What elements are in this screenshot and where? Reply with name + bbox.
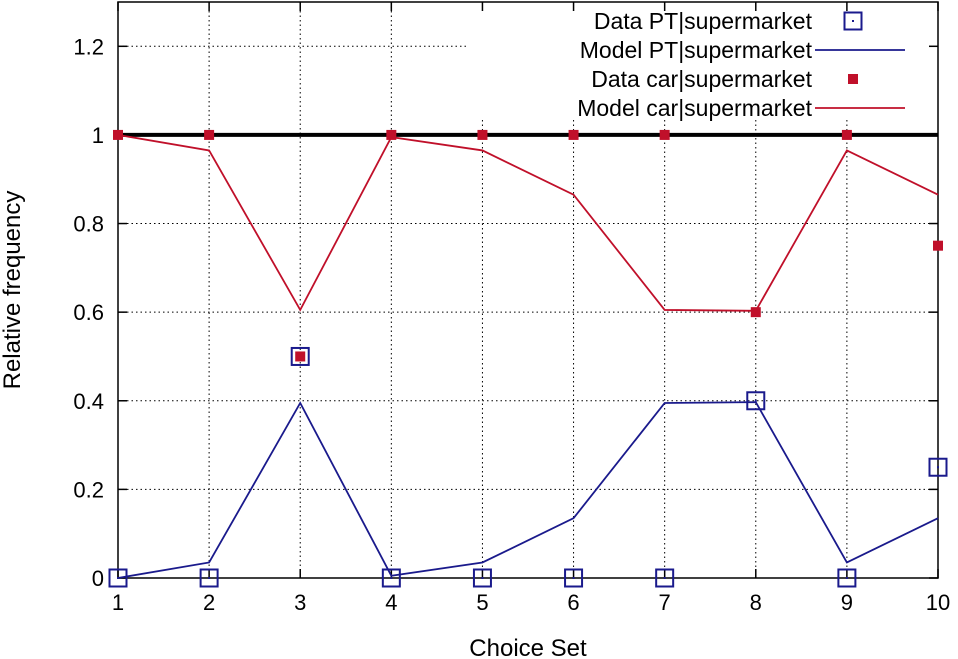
x-axis-label: Choice Set (469, 635, 587, 659)
data-point (933, 240, 943, 251)
data-point-center (754, 399, 757, 402)
data-point-center (390, 577, 393, 579)
data-point-center (663, 577, 666, 579)
y-tick-label: 0 (92, 566, 104, 591)
y-tick-label: 0.6 (73, 300, 104, 325)
y-tick-label: 0.2 (73, 477, 104, 502)
series-line (117, 134, 939, 312)
series-1 (117, 401, 939, 579)
data-point (295, 351, 306, 362)
data-point-center (937, 466, 939, 469)
y-axis-label: Relative frequency (0, 191, 26, 390)
data-point (564, 568, 584, 588)
x-tick-label: 5 (476, 590, 488, 615)
legend-marker-swatch (848, 74, 858, 84)
plot-frame (117, 1, 939, 579)
ticks: 1 2 3 4 5 6 7 8 9 10 0 0.2 0.4 0.6 0.8 1 1.2 (73, 2, 950, 615)
data-point (655, 568, 675, 588)
legend-marker-swatch (843, 11, 863, 31)
series-line (117, 401, 939, 579)
series-2 (113, 129, 943, 362)
x-tick-label: 9 (841, 590, 853, 615)
data-point (199, 568, 219, 588)
series-layer (108, 129, 948, 588)
legend-entry: Model car|supermarket (577, 95, 905, 121)
x-tick-label: 3 (294, 590, 306, 615)
data-point (928, 457, 948, 477)
y-tick-label: 0.4 (73, 389, 104, 414)
data-point (568, 129, 579, 140)
y-tick-label: 1.2 (73, 34, 104, 59)
data-point (841, 129, 852, 140)
data-point-center (208, 577, 211, 579)
data-point (659, 129, 670, 140)
data-point-center (572, 577, 575, 579)
data-point (837, 568, 857, 588)
legend-label: Data car|supermarket (591, 66, 812, 92)
data-point (204, 129, 215, 140)
legend-label: Model car|supermarket (577, 95, 812, 121)
legend-entry: Model PT|supermarket (580, 37, 905, 63)
x-tick-label: 8 (750, 590, 762, 615)
data-point-center (845, 577, 848, 579)
data-point (113, 129, 123, 140)
series-3 (117, 134, 939, 312)
x-tick-label: 7 (659, 590, 671, 615)
data-point (472, 568, 492, 588)
data-point (750, 307, 761, 318)
legend-label: Data PT|supermarket (594, 8, 813, 34)
data-point-center (117, 577, 119, 579)
x-tick-label: 4 (385, 590, 397, 615)
x-tick-label: 2 (203, 590, 215, 615)
x-tick-label: 1 (112, 590, 124, 615)
legend-entry: Data car|supermarket (591, 66, 858, 92)
data-point-center (481, 577, 484, 579)
legend: Data PT|supermarket Model PT|supermarket D… (577, 8, 905, 121)
y-tick-label: 1 (92, 123, 104, 148)
data-point (477, 129, 488, 140)
x-tick-label: 10 (926, 590, 950, 615)
grid (118, 2, 938, 578)
data-point (746, 391, 766, 411)
series-0 (108, 346, 948, 588)
legend-entry: Data PT|supermarket (594, 8, 863, 34)
legend-marker-swatch-center (852, 20, 854, 22)
x-tick-label: 6 (567, 590, 579, 615)
data-point (290, 346, 310, 366)
y-tick-label: 0.8 (73, 212, 104, 237)
data-point (386, 129, 397, 140)
legend-label: Model PT|supermarket (580, 37, 813, 63)
data-point (381, 568, 401, 588)
data-point (108, 568, 128, 588)
